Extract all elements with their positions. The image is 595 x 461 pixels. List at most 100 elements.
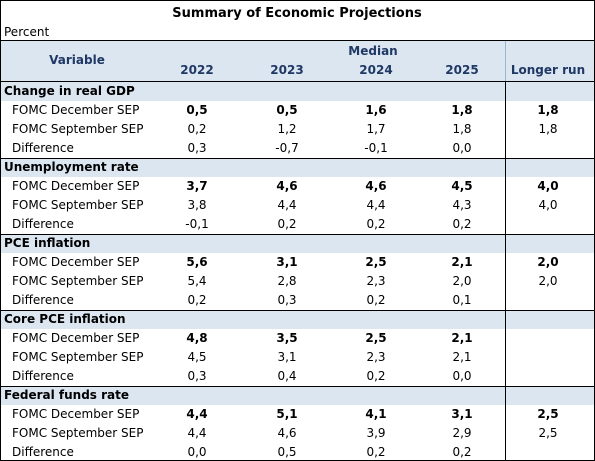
cell-value: 0,3 bbox=[187, 369, 207, 383]
column-header: Median bbox=[348, 44, 398, 58]
border bbox=[0, 0, 1, 461]
column-header: 2024 bbox=[359, 63, 393, 77]
cell-value: 3,8 bbox=[187, 198, 207, 212]
row-label: FOMC December SEP bbox=[12, 103, 140, 117]
cell-value: 2,8 bbox=[277, 274, 297, 288]
row-label: Difference bbox=[12, 141, 74, 155]
column-header: 2023 bbox=[270, 63, 304, 77]
cell-value: 1,8 bbox=[538, 122, 558, 136]
cell-value: 0,3 bbox=[187, 141, 207, 155]
row-label: FOMC December SEP bbox=[12, 179, 140, 193]
row-label: FOMC September SEP bbox=[12, 350, 144, 364]
row-label: FOMC December SEP bbox=[12, 331, 140, 345]
cell-value: 0,2 bbox=[452, 217, 472, 231]
row-label: Difference bbox=[12, 369, 74, 383]
cell-value: 0,5 bbox=[186, 103, 208, 117]
cell-value: 4,6 bbox=[277, 426, 297, 440]
cell-value: -0,1 bbox=[364, 141, 388, 155]
cell-value: 3,1 bbox=[451, 407, 473, 421]
cell-value: 2,5 bbox=[538, 426, 558, 440]
section-bg bbox=[1, 310, 594, 329]
section-name: PCE inflation bbox=[4, 236, 91, 250]
cell-value: 0,3 bbox=[277, 293, 297, 307]
cell-value: 0,0 bbox=[452, 369, 472, 383]
row-label: FOMC September SEP bbox=[12, 274, 144, 288]
cell-value: 1,8 bbox=[537, 103, 559, 117]
cell-value: 2,0 bbox=[452, 274, 472, 288]
cell-value: 3,1 bbox=[276, 255, 298, 269]
cell-value: 3,5 bbox=[276, 331, 298, 345]
cell-value: 2,5 bbox=[537, 407, 559, 421]
cell-value: 4,5 bbox=[451, 179, 473, 193]
cell-value: 0,2 bbox=[366, 217, 386, 231]
header-bg bbox=[1, 41, 594, 81]
cell-value: 4,4 bbox=[277, 198, 297, 212]
cell-value: 0,2 bbox=[277, 217, 297, 231]
cell-value: 4,0 bbox=[538, 198, 558, 212]
cell-value: 4,0 bbox=[537, 179, 559, 193]
border bbox=[505, 81, 506, 461]
cell-value: 2,0 bbox=[538, 274, 558, 288]
column-header: Variable bbox=[49, 53, 105, 67]
border bbox=[0, 158, 595, 159]
cell-value: 0,2 bbox=[187, 122, 207, 136]
cell-value: 4,4 bbox=[366, 198, 386, 212]
cell-value: 3,7 bbox=[186, 179, 208, 193]
title: Summary of Economic Projections bbox=[172, 6, 422, 21]
cell-value: 1,8 bbox=[452, 122, 472, 136]
cell-value: 0,2 bbox=[187, 293, 207, 307]
row-label: FOMC September SEP bbox=[12, 198, 144, 212]
row-label: Difference bbox=[12, 445, 74, 459]
cell-value: 0,0 bbox=[187, 445, 207, 459]
cell-value: 1,2 bbox=[277, 122, 297, 136]
cell-value: 2,1 bbox=[451, 255, 473, 269]
cell-value: 4,1 bbox=[365, 407, 387, 421]
cell-value: 0,4 bbox=[277, 369, 297, 383]
row-label: FOMC December SEP bbox=[12, 407, 140, 421]
cell-value: -0,7 bbox=[275, 141, 299, 155]
column-header: 2022 bbox=[180, 63, 214, 77]
cell-value: 0,2 bbox=[366, 369, 386, 383]
border bbox=[0, 40, 595, 41]
row-label: FOMC September SEP bbox=[12, 122, 144, 136]
cell-value: 2,1 bbox=[451, 331, 473, 345]
cell-value: 1,8 bbox=[451, 103, 473, 117]
subtitle: Percent bbox=[4, 25, 50, 39]
border bbox=[0, 386, 595, 387]
row-label: FOMC September SEP bbox=[12, 426, 144, 440]
cell-value: 2,3 bbox=[366, 350, 386, 364]
cell-value: 4,6 bbox=[365, 179, 387, 193]
cell-value: 3,1 bbox=[277, 350, 297, 364]
cell-value: 0,1 bbox=[452, 293, 472, 307]
border bbox=[0, 81, 595, 82]
row-label: Difference bbox=[12, 217, 74, 231]
cell-value: 4,4 bbox=[187, 426, 207, 440]
cell-value: 0,2 bbox=[452, 445, 472, 459]
cell-value: 5,6 bbox=[186, 255, 208, 269]
cell-value: 1,7 bbox=[366, 122, 386, 136]
cell-value: 4,3 bbox=[452, 198, 472, 212]
section-bg bbox=[1, 158, 594, 177]
cell-value: 2,5 bbox=[365, 255, 387, 269]
cell-value: 4,4 bbox=[186, 407, 208, 421]
column-header: 2025 bbox=[445, 63, 479, 77]
cell-value: 0,5 bbox=[277, 445, 297, 459]
border bbox=[0, 234, 595, 235]
row-label: Difference bbox=[12, 293, 74, 307]
cell-value: 0,5 bbox=[276, 103, 298, 117]
cell-value: 0,0 bbox=[452, 141, 472, 155]
border bbox=[0, 0, 595, 1]
cell-value: 1,6 bbox=[365, 103, 387, 117]
cell-value: 2,1 bbox=[452, 350, 472, 364]
section-bg bbox=[1, 234, 594, 253]
border bbox=[0, 310, 595, 311]
cell-value: 2,5 bbox=[365, 331, 387, 345]
cell-value: 4,8 bbox=[186, 331, 208, 345]
cell-value: 2,3 bbox=[366, 274, 386, 288]
cell-value: 2,0 bbox=[537, 255, 559, 269]
cell-value: 5,4 bbox=[187, 274, 207, 288]
cell-value: 4,6 bbox=[276, 179, 298, 193]
border bbox=[505, 41, 506, 81]
cell-value: 5,1 bbox=[276, 407, 298, 421]
